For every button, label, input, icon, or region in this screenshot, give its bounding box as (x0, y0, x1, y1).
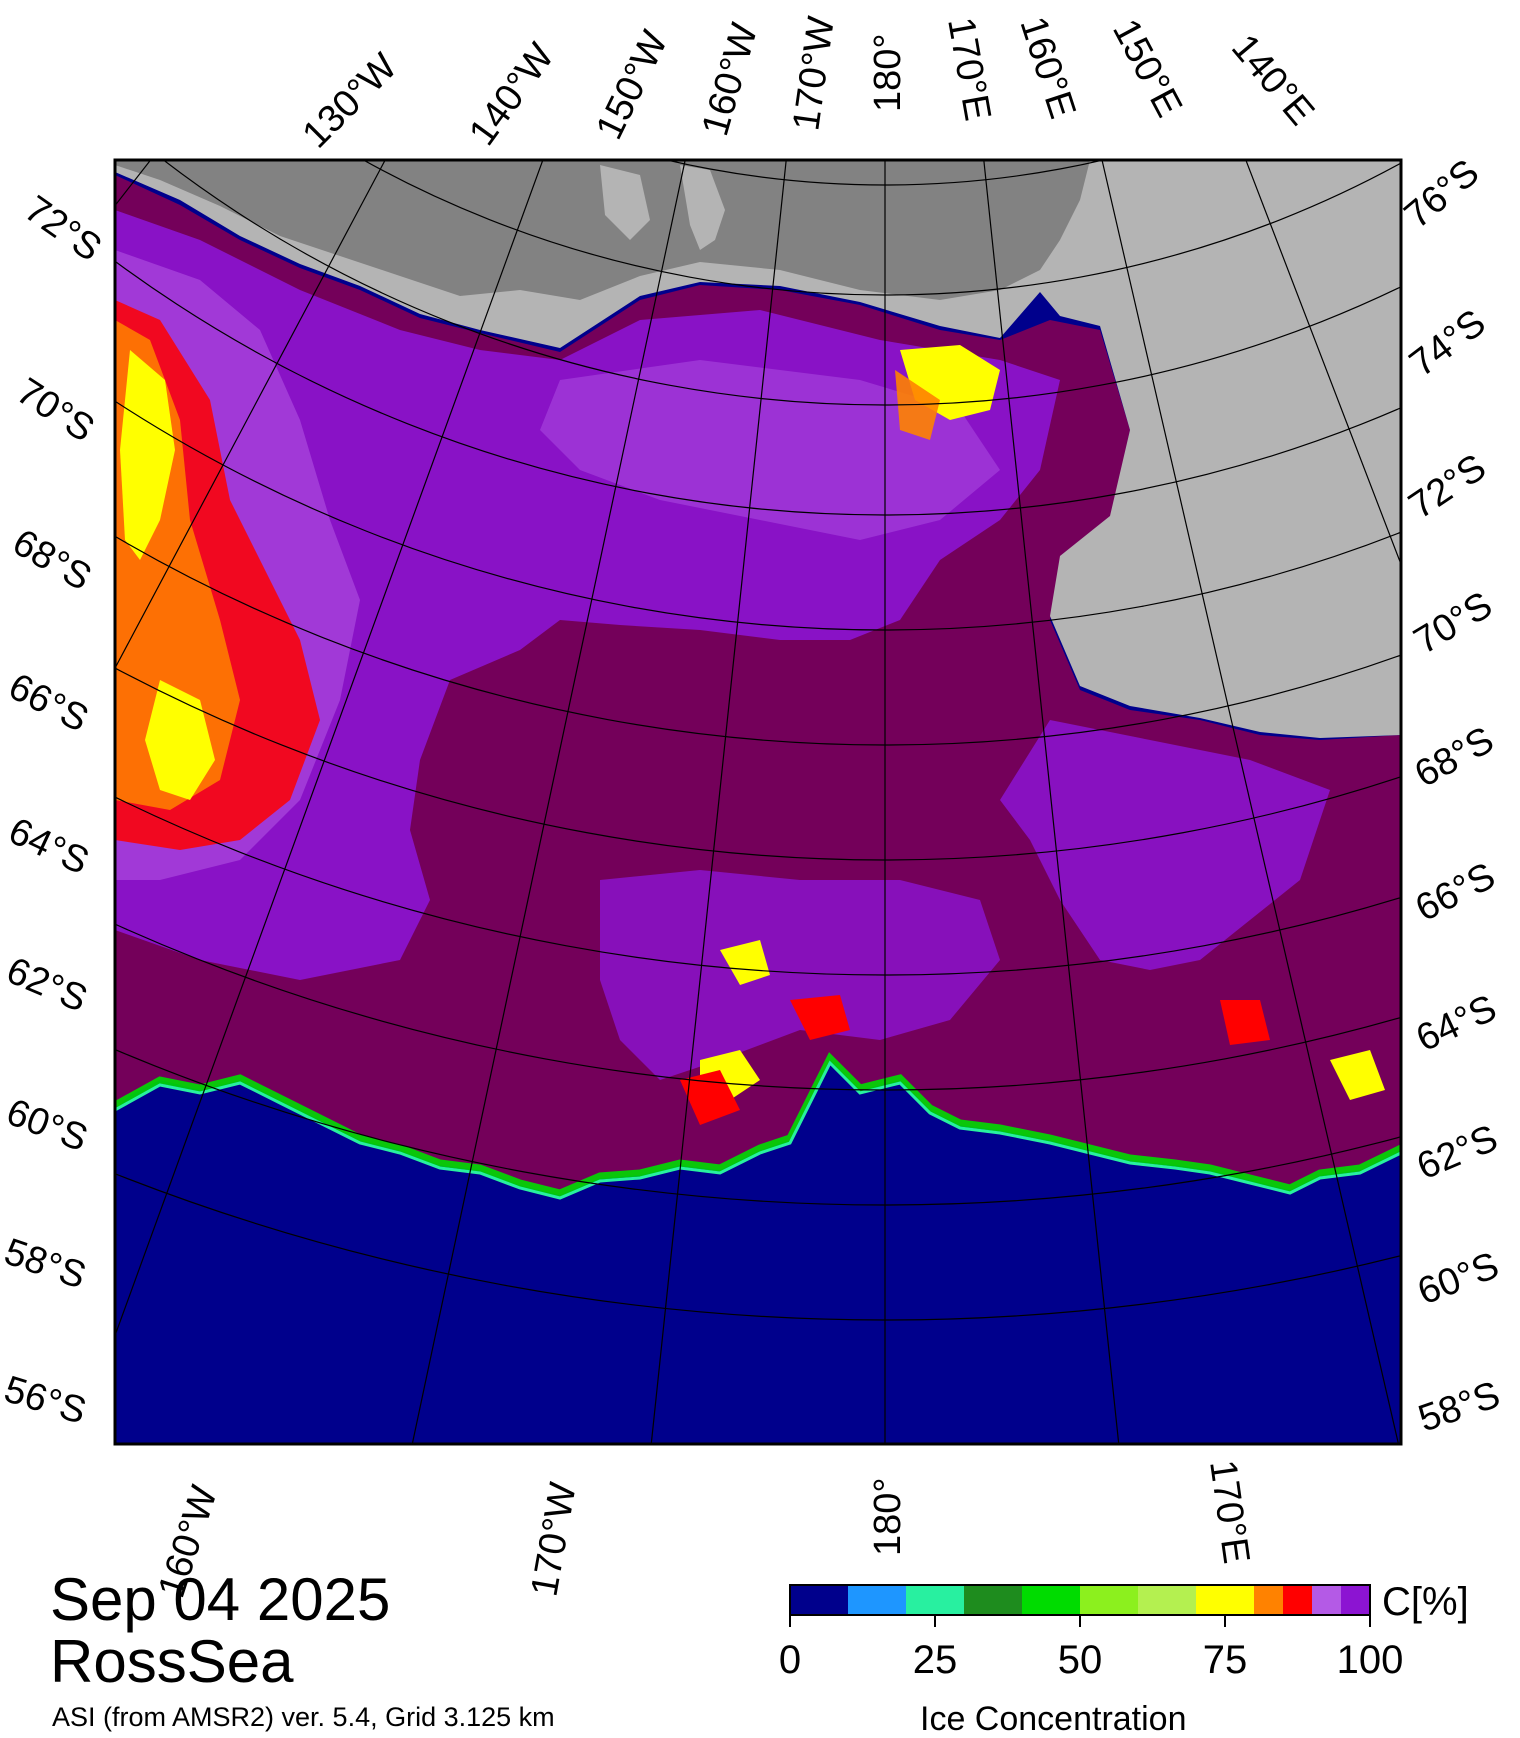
ice-patch-yellow-west (120, 350, 175, 560)
colorbar-bin-6 (1138, 1585, 1197, 1615)
lat-label-right-64s: 64°S (1410, 987, 1503, 1060)
ice-patch-yellow-edge-2 (720, 940, 770, 985)
longitude-line (650, 160, 787, 1444)
lat-label-right-68s: 68°S (1408, 719, 1501, 796)
lat-label-left-62s: 62°S (0, 950, 93, 1021)
lon-label-top-140e: 140°E (1223, 27, 1322, 134)
lon-label-top-180: 180° (867, 33, 909, 112)
longitude-line (1245, 160, 1401, 566)
lon-label-top-150e: 150°E (1104, 13, 1190, 125)
colorbar-bin-9 (1283, 1585, 1313, 1615)
ice-region-violet (115, 210, 1060, 980)
colorbar-tick-25: 25 (912, 1638, 958, 1682)
lat-label-left-68s: 68°S (6, 521, 99, 599)
land-dark-shelf (115, 160, 1090, 300)
colorbar-title: Ice Concentration (920, 1700, 1187, 1738)
colorbar-bin-3 (964, 1585, 1023, 1615)
map-frame (113, 158, 1403, 1446)
lat-label-right-62s: 62°S (1411, 1117, 1504, 1188)
lon-label-top-170e: 170°E (939, 14, 998, 124)
ice-patch-yellow-edge-3 (1330, 1050, 1385, 1100)
colorbar-bin-2 (906, 1585, 965, 1615)
lat-label-left-60s: 60°S (1, 1091, 93, 1160)
lon-label-top-130w: 130°W (295, 46, 406, 157)
lon-label-top-150w: 150°W (588, 25, 676, 146)
colorbar-bin-1 (848, 1585, 907, 1615)
colorbar-tick-0: 0 (778, 1638, 802, 1682)
ice-region-violet-south (600, 870, 1000, 1080)
lat-label-left-64s: 64°S (2, 810, 95, 883)
map-region: RossSea (50, 1628, 294, 1695)
longitude-line (115, 160, 386, 670)
lat-label-left-56s: 56°S (0, 1368, 91, 1432)
colorbar-bin-5 (1080, 1585, 1139, 1615)
lat-label-right-76s: 76°S (1397, 151, 1487, 236)
lon-label-top-170w: 170°W (785, 14, 843, 133)
colorbar (790, 1585, 1371, 1615)
colorbar-tick-marks (789, 1615, 1371, 1627)
land-light (115, 160, 1401, 738)
longitude-line (983, 160, 1120, 1444)
lat-label-left-70s: 70°S (9, 370, 101, 450)
colorbar-bin-11 (1341, 1585, 1371, 1615)
longitude-line (411, 160, 686, 1444)
lat-label-right-66s: 66°S (1409, 855, 1502, 930)
colorbar-bin-8 (1254, 1585, 1284, 1615)
longitude-line (115, 160, 544, 1338)
land-light-shelf-patch (600, 165, 650, 240)
longitude-line (1101, 160, 1400, 1444)
lat-label-right-70s: 70°S (1407, 584, 1500, 663)
lat-label-right-58s: 58°S (1413, 1374, 1505, 1441)
ice-edge-green (115, 1052, 1401, 1197)
colorbar-bin-4 (1022, 1585, 1081, 1615)
ice-patch-red-edge-2 (790, 995, 850, 1040)
lat-label-left-66s: 66°S (2, 666, 95, 741)
lat-label-left-72s: 72°S (17, 188, 109, 270)
lon-label-top-160w: 160°W (694, 19, 766, 141)
ice-patch-red-edge-1 (680, 1070, 740, 1125)
lon-label-bottom-180: 180° (867, 1477, 909, 1556)
lat-label-right-74s: 74°S (1402, 302, 1493, 385)
ice-edge-cyan (115, 1060, 1401, 1200)
land-light-island (680, 165, 725, 250)
lat-label-left-58s: 58°S (0, 1231, 91, 1298)
lat-label-right-72s: 72°S (1402, 446, 1494, 527)
product-info: ASI (from AMSR2) ver. 5.4, Grid 3.125 km (52, 1702, 555, 1732)
ice-region-violet-east (1000, 720, 1330, 970)
lon-label-top-160e: 160°E (1011, 12, 1083, 124)
colorbar-tick-75: 75 (1202, 1638, 1248, 1682)
colorbar-tick-50: 50 (1057, 1638, 1103, 1682)
ice-patch-yellow-west-2 (145, 680, 215, 800)
colorbar-bin-7 (1196, 1585, 1255, 1615)
colorbar-tick-100: 100 (1336, 1638, 1404, 1682)
colorbar-bin-10 (1312, 1585, 1342, 1615)
map-date: Sep 04 2025 (50, 1566, 391, 1633)
ice-patch-red-edge-3 (1220, 1000, 1270, 1045)
lat-label-right-60s: 60°S (1412, 1245, 1504, 1314)
lon-label-bottom-170w: 170°W (524, 1479, 585, 1599)
lon-label-bottom-170e: 170°E (1201, 1457, 1257, 1566)
lon-label-top-140w: 140°W (461, 36, 562, 153)
colorbar-unit: C[%] (1382, 1580, 1469, 1624)
colorbar-bin-0 (790, 1585, 849, 1615)
